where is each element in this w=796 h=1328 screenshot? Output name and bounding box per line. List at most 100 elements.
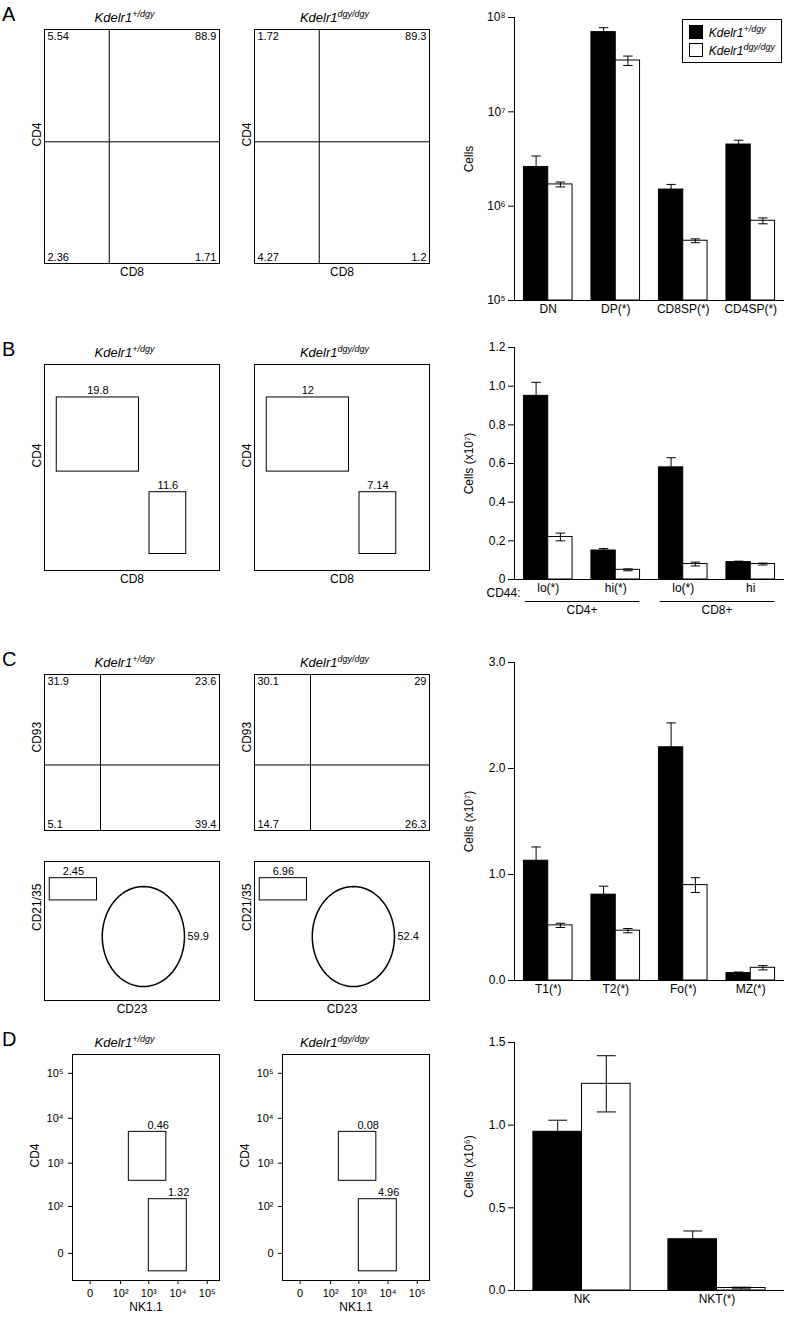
svg-text:CD8: CD8 [330, 572, 354, 586]
svg-text:0: 0 [499, 572, 506, 586]
svg-text:10⁴: 10⁴ [169, 1287, 186, 1299]
svg-text:10⁴: 10⁴ [257, 1112, 274, 1124]
svg-text:CD8: CD8 [120, 572, 144, 586]
svg-text:1.0: 1.0 [489, 1118, 506, 1132]
svg-text:0: 0 [297, 1287, 303, 1299]
svg-text:10⁵: 10⁵ [487, 293, 505, 307]
svg-text:59.9: 59.9 [188, 930, 209, 942]
svg-text:10⁷: 10⁷ [488, 105, 506, 119]
svg-text:10³: 10³ [48, 1157, 64, 1169]
svg-text:T2(*): T2(*) [602, 982, 629, 996]
svg-text:CD4: CD4 [240, 443, 254, 467]
svg-text:Cells (x10⁷): Cells (x10⁷) [462, 433, 476, 495]
svg-text:0: 0 [87, 1287, 93, 1299]
svg-text:Cells (x10⁷): Cells (x10⁷) [462, 791, 476, 853]
svg-text:10³: 10³ [141, 1287, 157, 1299]
svg-text:CD4SP(*): CD4SP(*) [724, 302, 777, 316]
svg-text:4.27: 4.27 [258, 251, 279, 263]
svg-text:CD93: CD93 [240, 721, 254, 752]
svg-text:0.0: 0.0 [489, 973, 506, 987]
svg-text:1.71: 1.71 [195, 251, 216, 263]
svg-text:31.9: 31.9 [48, 675, 69, 687]
svg-text:1.0: 1.0 [489, 379, 506, 393]
svg-text:6.96: 6.96 [273, 865, 294, 877]
svg-text:26.3: 26.3 [405, 818, 426, 830]
svg-text:5.54: 5.54 [48, 30, 69, 42]
svg-text:10²: 10² [323, 1287, 339, 1299]
svg-text:1.72: 1.72 [258, 30, 279, 42]
svg-text:12: 12 [302, 384, 314, 396]
svg-text:CD8: CD8 [330, 265, 354, 279]
svg-text:0.8: 0.8 [489, 418, 506, 432]
svg-text:52.4: 52.4 [398, 930, 419, 942]
svg-text:hi(*): hi(*) [605, 581, 627, 595]
svg-text:NK1.1: NK1.1 [339, 1300, 373, 1314]
svg-text:CD8+: CD8+ [701, 603, 732, 617]
svg-text:10⁶: 10⁶ [487, 199, 505, 213]
svg-text:2.45: 2.45 [63, 865, 84, 877]
svg-text:0: 0 [57, 1247, 63, 1259]
svg-text:Cells (x10⁶): Cells (x10⁶) [462, 1135, 476, 1197]
svg-text:10⁴: 10⁴ [379, 1287, 396, 1299]
svg-text:0.0: 0.0 [489, 1283, 506, 1297]
svg-text:DN: DN [540, 302, 557, 316]
svg-text:3.0: 3.0 [489, 655, 506, 669]
svg-text:1.0: 1.0 [489, 867, 506, 881]
svg-text:CD8SP(*): CD8SP(*) [657, 302, 710, 316]
svg-text:10²: 10² [113, 1287, 129, 1299]
svg-text:7.14: 7.14 [367, 479, 388, 491]
svg-text:hi: hi [746, 581, 755, 595]
svg-text:0: 0 [267, 1247, 273, 1259]
svg-text:CD4: CD4 [30, 122, 44, 146]
svg-text:0.46: 0.46 [147, 1119, 168, 1131]
svg-text:1.2: 1.2 [411, 251, 426, 263]
svg-text:19.8: 19.8 [87, 384, 108, 396]
svg-text:0.2: 0.2 [489, 534, 506, 548]
svg-text:10³: 10³ [258, 1157, 274, 1169]
svg-text:0.6: 0.6 [489, 456, 506, 470]
svg-text:23.6: 23.6 [195, 675, 216, 687]
svg-text:14.7: 14.7 [258, 818, 279, 830]
svg-text:CD4: CD4 [30, 443, 44, 467]
svg-text:11.6: 11.6 [158, 479, 179, 491]
svg-text:2.36: 2.36 [48, 251, 69, 263]
svg-text:NK: NK [574, 1292, 591, 1306]
svg-text:39.4: 39.4 [195, 818, 216, 830]
svg-text:10⁵: 10⁵ [199, 1287, 216, 1299]
svg-text:lo(*): lo(*) [672, 581, 694, 595]
svg-text:30.1: 30.1 [258, 675, 279, 687]
svg-text:1.5: 1.5 [489, 1035, 506, 1049]
svg-text:4.96: 4.96 [378, 1186, 399, 1198]
svg-text:Cells: Cells [462, 146, 476, 173]
svg-text:10²: 10² [258, 1200, 274, 1212]
svg-text:CD4+: CD4+ [566, 603, 597, 617]
svg-text:CD8: CD8 [120, 265, 144, 279]
svg-text:10⁸: 10⁸ [487, 10, 505, 24]
svg-text:10³: 10³ [351, 1287, 367, 1299]
svg-text:29: 29 [414, 675, 426, 687]
svg-text:lo(*): lo(*) [537, 581, 559, 595]
svg-text:10⁴: 10⁴ [47, 1112, 64, 1124]
svg-text:1.2: 1.2 [489, 340, 506, 354]
svg-text:CD93: CD93 [30, 721, 44, 752]
svg-text:10⁵: 10⁵ [47, 1067, 64, 1079]
svg-text:89.3: 89.3 [405, 30, 426, 42]
svg-text:CD21/35: CD21/35 [30, 883, 44, 931]
svg-text:10²: 10² [48, 1200, 64, 1212]
svg-text:10⁵: 10⁵ [257, 1067, 274, 1079]
svg-text:CD44:: CD44: [486, 586, 520, 600]
svg-text:10⁵: 10⁵ [409, 1287, 426, 1299]
svg-text:88.9: 88.9 [195, 30, 216, 42]
svg-text:2.0: 2.0 [489, 761, 506, 775]
svg-text:CD4: CD4 [28, 1143, 42, 1167]
svg-text:CD4: CD4 [238, 1143, 252, 1167]
svg-text:0.4: 0.4 [489, 495, 506, 509]
svg-text:5.1: 5.1 [48, 818, 63, 830]
svg-text:0.5: 0.5 [489, 1201, 506, 1215]
svg-text:CD21/35: CD21/35 [240, 883, 254, 931]
svg-text:CD23: CD23 [327, 1002, 358, 1016]
svg-text:DP(*): DP(*) [601, 302, 630, 316]
svg-text:1.32: 1.32 [168, 1186, 189, 1198]
svg-text:MZ(*): MZ(*) [736, 982, 766, 996]
svg-text:NKT(*): NKT(*) [699, 1292, 736, 1306]
